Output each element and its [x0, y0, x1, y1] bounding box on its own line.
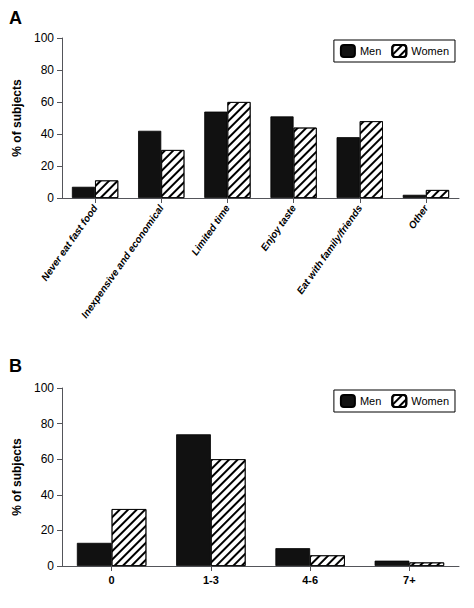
svg-text:Women: Women [411, 395, 449, 407]
svg-text:% of subjects: % of subjects [10, 438, 24, 516]
svg-text:Men: Men [360, 45, 381, 57]
svg-text:80: 80 [41, 417, 55, 431]
svg-text:Enjoy taste: Enjoy taste [258, 202, 298, 252]
svg-text:0: 0 [47, 559, 54, 573]
svg-text:20: 20 [41, 159, 55, 173]
svg-text:Never eat fast food: Never eat fast food [39, 202, 100, 283]
svg-text:40: 40 [41, 127, 55, 141]
svg-text:Inexpensive and economical: Inexpensive and economical [79, 203, 166, 321]
svg-text:40: 40 [41, 488, 55, 502]
svg-text:% of subjects: % of subjects [10, 79, 24, 157]
svg-text:0: 0 [47, 191, 54, 205]
svg-text:80: 80 [41, 63, 55, 77]
svg-text:20: 20 [41, 523, 55, 537]
svg-text:60: 60 [41, 452, 55, 466]
svg-text:Limited time: Limited time [189, 202, 232, 257]
svg-text:4-6: 4-6 [302, 574, 318, 586]
svg-text:0: 0 [109, 574, 115, 586]
svg-text:Women: Women [411, 45, 449, 57]
svg-text:B: B [9, 356, 22, 376]
svg-text:Other: Other [406, 202, 431, 231]
svg-text:Eat with family/friends: Eat with family/friends [294, 202, 364, 296]
svg-text:7+: 7+ [403, 574, 416, 586]
svg-text:Men: Men [360, 395, 381, 407]
svg-text:1-3: 1-3 [203, 574, 219, 586]
svg-text:60: 60 [41, 95, 55, 109]
svg-text:100: 100 [34, 381, 54, 395]
svg-text:A: A [9, 8, 22, 28]
svg-text:100: 100 [34, 31, 54, 45]
